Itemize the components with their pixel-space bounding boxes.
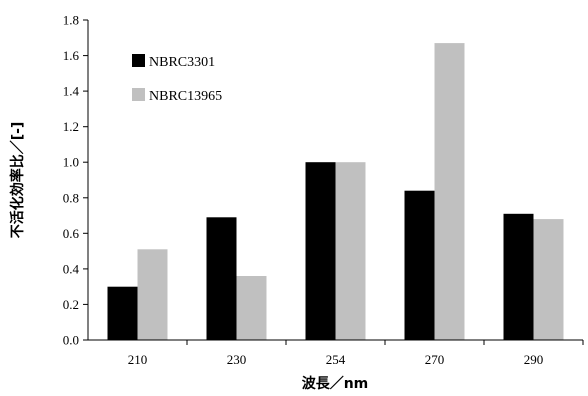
bar-nbrc13965-230 [236, 276, 267, 340]
bar-nbrc3301-230 [206, 217, 237, 340]
axes-group [87, 20, 583, 341]
x-tick-label-230: 230 [227, 352, 247, 367]
y-axis-title: 不活化効率比／[-] [9, 122, 26, 239]
legend: NBRC3301 NBRC13965 [132, 54, 222, 104]
x-tick-label-254: 254 [326, 352, 346, 367]
y-tick-label-0.2: 0.2 [63, 297, 79, 312]
y-tick-label-1.0: 1.0 [63, 155, 79, 170]
x-axis-title: 波長／nm [302, 375, 369, 392]
legend-swatch-nbrc13965 [132, 88, 145, 101]
legend-swatch-nbrc3301 [132, 54, 145, 67]
bar-nbrc13965-210 [137, 249, 168, 340]
legend-label-nbrc3301: NBRC3301 [149, 55, 215, 70]
bar-nbrc13965-270 [434, 43, 465, 340]
x-tick-label-270: 270 [425, 352, 445, 367]
bar-nbrc3301-254 [305, 162, 336, 340]
y-tick-label-1.6: 1.6 [63, 48, 80, 63]
y-ticks-group: 0.0 0.2 0.4 0.6 0.8 1.0 1.2 1.4 1.6 1.8 [63, 13, 88, 348]
y-tick-label-1.8: 1.8 [63, 13, 79, 28]
y-tick-label-0.0: 0.0 [63, 333, 79, 348]
bar-nbrc3301-270 [404, 190, 435, 340]
x-tick-label-290: 290 [524, 352, 544, 367]
bars-group [107, 43, 564, 340]
y-tick-label-0.4: 0.4 [63, 261, 80, 276]
bar-nbrc3301-210 [107, 286, 138, 340]
legend-label-nbrc13965: NBRC13965 [149, 89, 222, 104]
y-tick-label-0.8: 0.8 [63, 190, 79, 205]
bar-nbrc13965-290 [533, 219, 564, 340]
y-tick-label-0.6: 0.6 [63, 226, 80, 241]
x-tick-label-210: 210 [128, 352, 148, 367]
bar-nbrc3301-290 [503, 213, 534, 340]
y-tick-label-1.2: 1.2 [63, 119, 79, 134]
y-tick-label-1.4: 1.4 [63, 84, 80, 99]
bar-nbrc13965-254 [335, 162, 366, 340]
x-ticks-group: 210 230 254 270 290 [128, 340, 584, 367]
